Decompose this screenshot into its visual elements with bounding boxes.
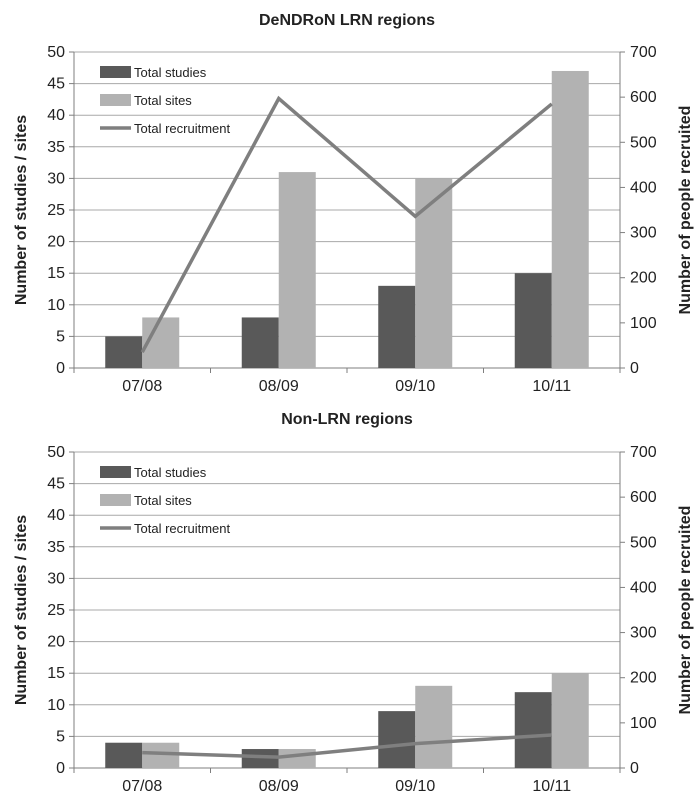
left-tick-label: 25 <box>47 602 65 619</box>
bar-total-studies <box>514 692 552 768</box>
left-tick-label: 40 <box>47 507 65 524</box>
left-tick-label: 50 <box>47 444 65 461</box>
bar-total-studies <box>378 285 416 368</box>
left-tick-label: 25 <box>47 202 65 219</box>
left-tick-label: 30 <box>47 170 65 187</box>
bar-total-studies <box>514 273 552 368</box>
legend-item: Total studies <box>100 65 207 80</box>
legend-item: Total recruitment <box>100 521 230 536</box>
right-tick-label: 200 <box>630 670 657 687</box>
left-tick-label: 0 <box>56 760 65 777</box>
legend-swatch <box>100 466 131 478</box>
chart-title: DeNDRoN LRN regions <box>259 12 435 29</box>
legend-swatch <box>100 94 131 106</box>
legend: Total studies Total sites Total recruitmen… <box>100 65 230 136</box>
x-tick-label: 10/11 <box>532 778 571 795</box>
legend-item: Total recruitment <box>100 121 230 136</box>
left-tick-label: 20 <box>47 634 65 651</box>
legend-item: Total studies <box>100 465 207 480</box>
right-tick-label: 600 <box>630 89 657 106</box>
x-tick-label: 08/09 <box>259 778 299 795</box>
right-tick-label: 100 <box>630 315 657 332</box>
legend-label: Total studies <box>134 465 207 480</box>
left-tick-label: 10 <box>47 697 65 714</box>
right-tick-label: 700 <box>630 444 657 461</box>
chart-panel-1: DeNDRoN LRN regions051015202530354045500… <box>13 12 694 395</box>
bar-total-sites <box>415 685 453 768</box>
bar-total-sites <box>551 70 589 369</box>
legend-label: Total recruitment <box>134 521 230 536</box>
right-tick-label: 400 <box>630 579 657 596</box>
x-tick-label: 07/08 <box>122 378 162 395</box>
right-tick-label: 300 <box>630 625 657 642</box>
left-tick-label: 45 <box>47 476 65 493</box>
right-tick-label: 200 <box>630 270 657 287</box>
line-total-recruitment <box>140 95 553 354</box>
left-tick-label: 10 <box>47 297 65 314</box>
legend-item: Total sites <box>100 93 192 108</box>
bar-total-studies <box>378 711 416 768</box>
right-tick-label: 500 <box>630 134 657 151</box>
left-axis-title: Number of studies / sites <box>13 115 30 305</box>
right-axis-title: Number of people recruited <box>677 106 694 315</box>
left-tick-label: 15 <box>47 265 65 282</box>
x-tick-label: 09/10 <box>395 378 435 395</box>
left-tick-label: 35 <box>47 539 65 556</box>
legend: Total studies Total sites Total recruitmen… <box>100 465 230 536</box>
bar-total-studies <box>105 336 143 368</box>
chart-title: Non-LRN regions <box>281 411 413 428</box>
line-total-recruitment <box>142 733 552 759</box>
x-tick-label: 08/09 <box>259 378 299 395</box>
x-tick-label: 07/08 <box>122 778 162 795</box>
right-tick-label: 400 <box>630 179 657 196</box>
right-tick-label: 500 <box>630 534 657 551</box>
bar-total-sites <box>551 673 589 768</box>
left-tick-label: 0 <box>56 360 65 377</box>
legend-swatch <box>100 494 131 506</box>
x-tick-label: 10/11 <box>532 378 571 395</box>
legend-label: Total recruitment <box>134 121 230 136</box>
left-tick-label: 5 <box>56 328 65 345</box>
left-tick-label: 45 <box>47 76 65 93</box>
left-tick-label: 40 <box>47 107 65 124</box>
right-tick-label: 100 <box>630 715 657 732</box>
left-tick-label: 15 <box>47 665 65 682</box>
bar-total-studies <box>241 749 279 768</box>
bar-total-sites <box>415 178 453 368</box>
legend-item: Total sites <box>100 493 192 508</box>
bar-total-studies <box>241 317 279 368</box>
legend-label: Total studies <box>134 65 207 80</box>
bar-total-sites <box>278 172 316 368</box>
right-tick-label: 300 <box>630 225 657 242</box>
right-tick-label: 0 <box>630 760 639 777</box>
right-tick-label: 600 <box>630 489 657 506</box>
left-tick-label: 20 <box>47 234 65 251</box>
left-tick-label: 50 <box>47 44 65 61</box>
left-tick-label: 35 <box>47 139 65 156</box>
legend-swatch <box>100 66 131 78</box>
left-tick-label: 30 <box>47 570 65 587</box>
bar-total-sites <box>278 749 316 768</box>
bar-total-studies <box>105 742 143 768</box>
right-tick-label: 0 <box>630 360 639 377</box>
right-tick-label: 700 <box>630 44 657 61</box>
x-tick-label: 09/10 <box>395 778 435 795</box>
left-tick-label: 5 <box>56 728 65 745</box>
legend-label: Total sites <box>134 93 192 108</box>
right-axis-title: Number of people recruited <box>677 506 694 715</box>
left-axis-title: Number of studies / sites <box>13 515 30 705</box>
legend-label: Total sites <box>134 493 192 508</box>
chart-panel-2: Non-LRN regions0510152025303540455001002… <box>13 411 694 795</box>
